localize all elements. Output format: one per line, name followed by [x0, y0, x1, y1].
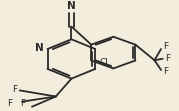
- Text: F: F: [163, 67, 169, 76]
- Text: F: F: [20, 99, 25, 108]
- Text: F: F: [12, 85, 17, 94]
- Text: F: F: [165, 54, 170, 63]
- Text: F: F: [7, 99, 12, 108]
- Text: Cl: Cl: [99, 58, 108, 67]
- Text: N: N: [67, 1, 76, 11]
- Text: F: F: [163, 42, 169, 51]
- Text: N: N: [35, 44, 43, 54]
